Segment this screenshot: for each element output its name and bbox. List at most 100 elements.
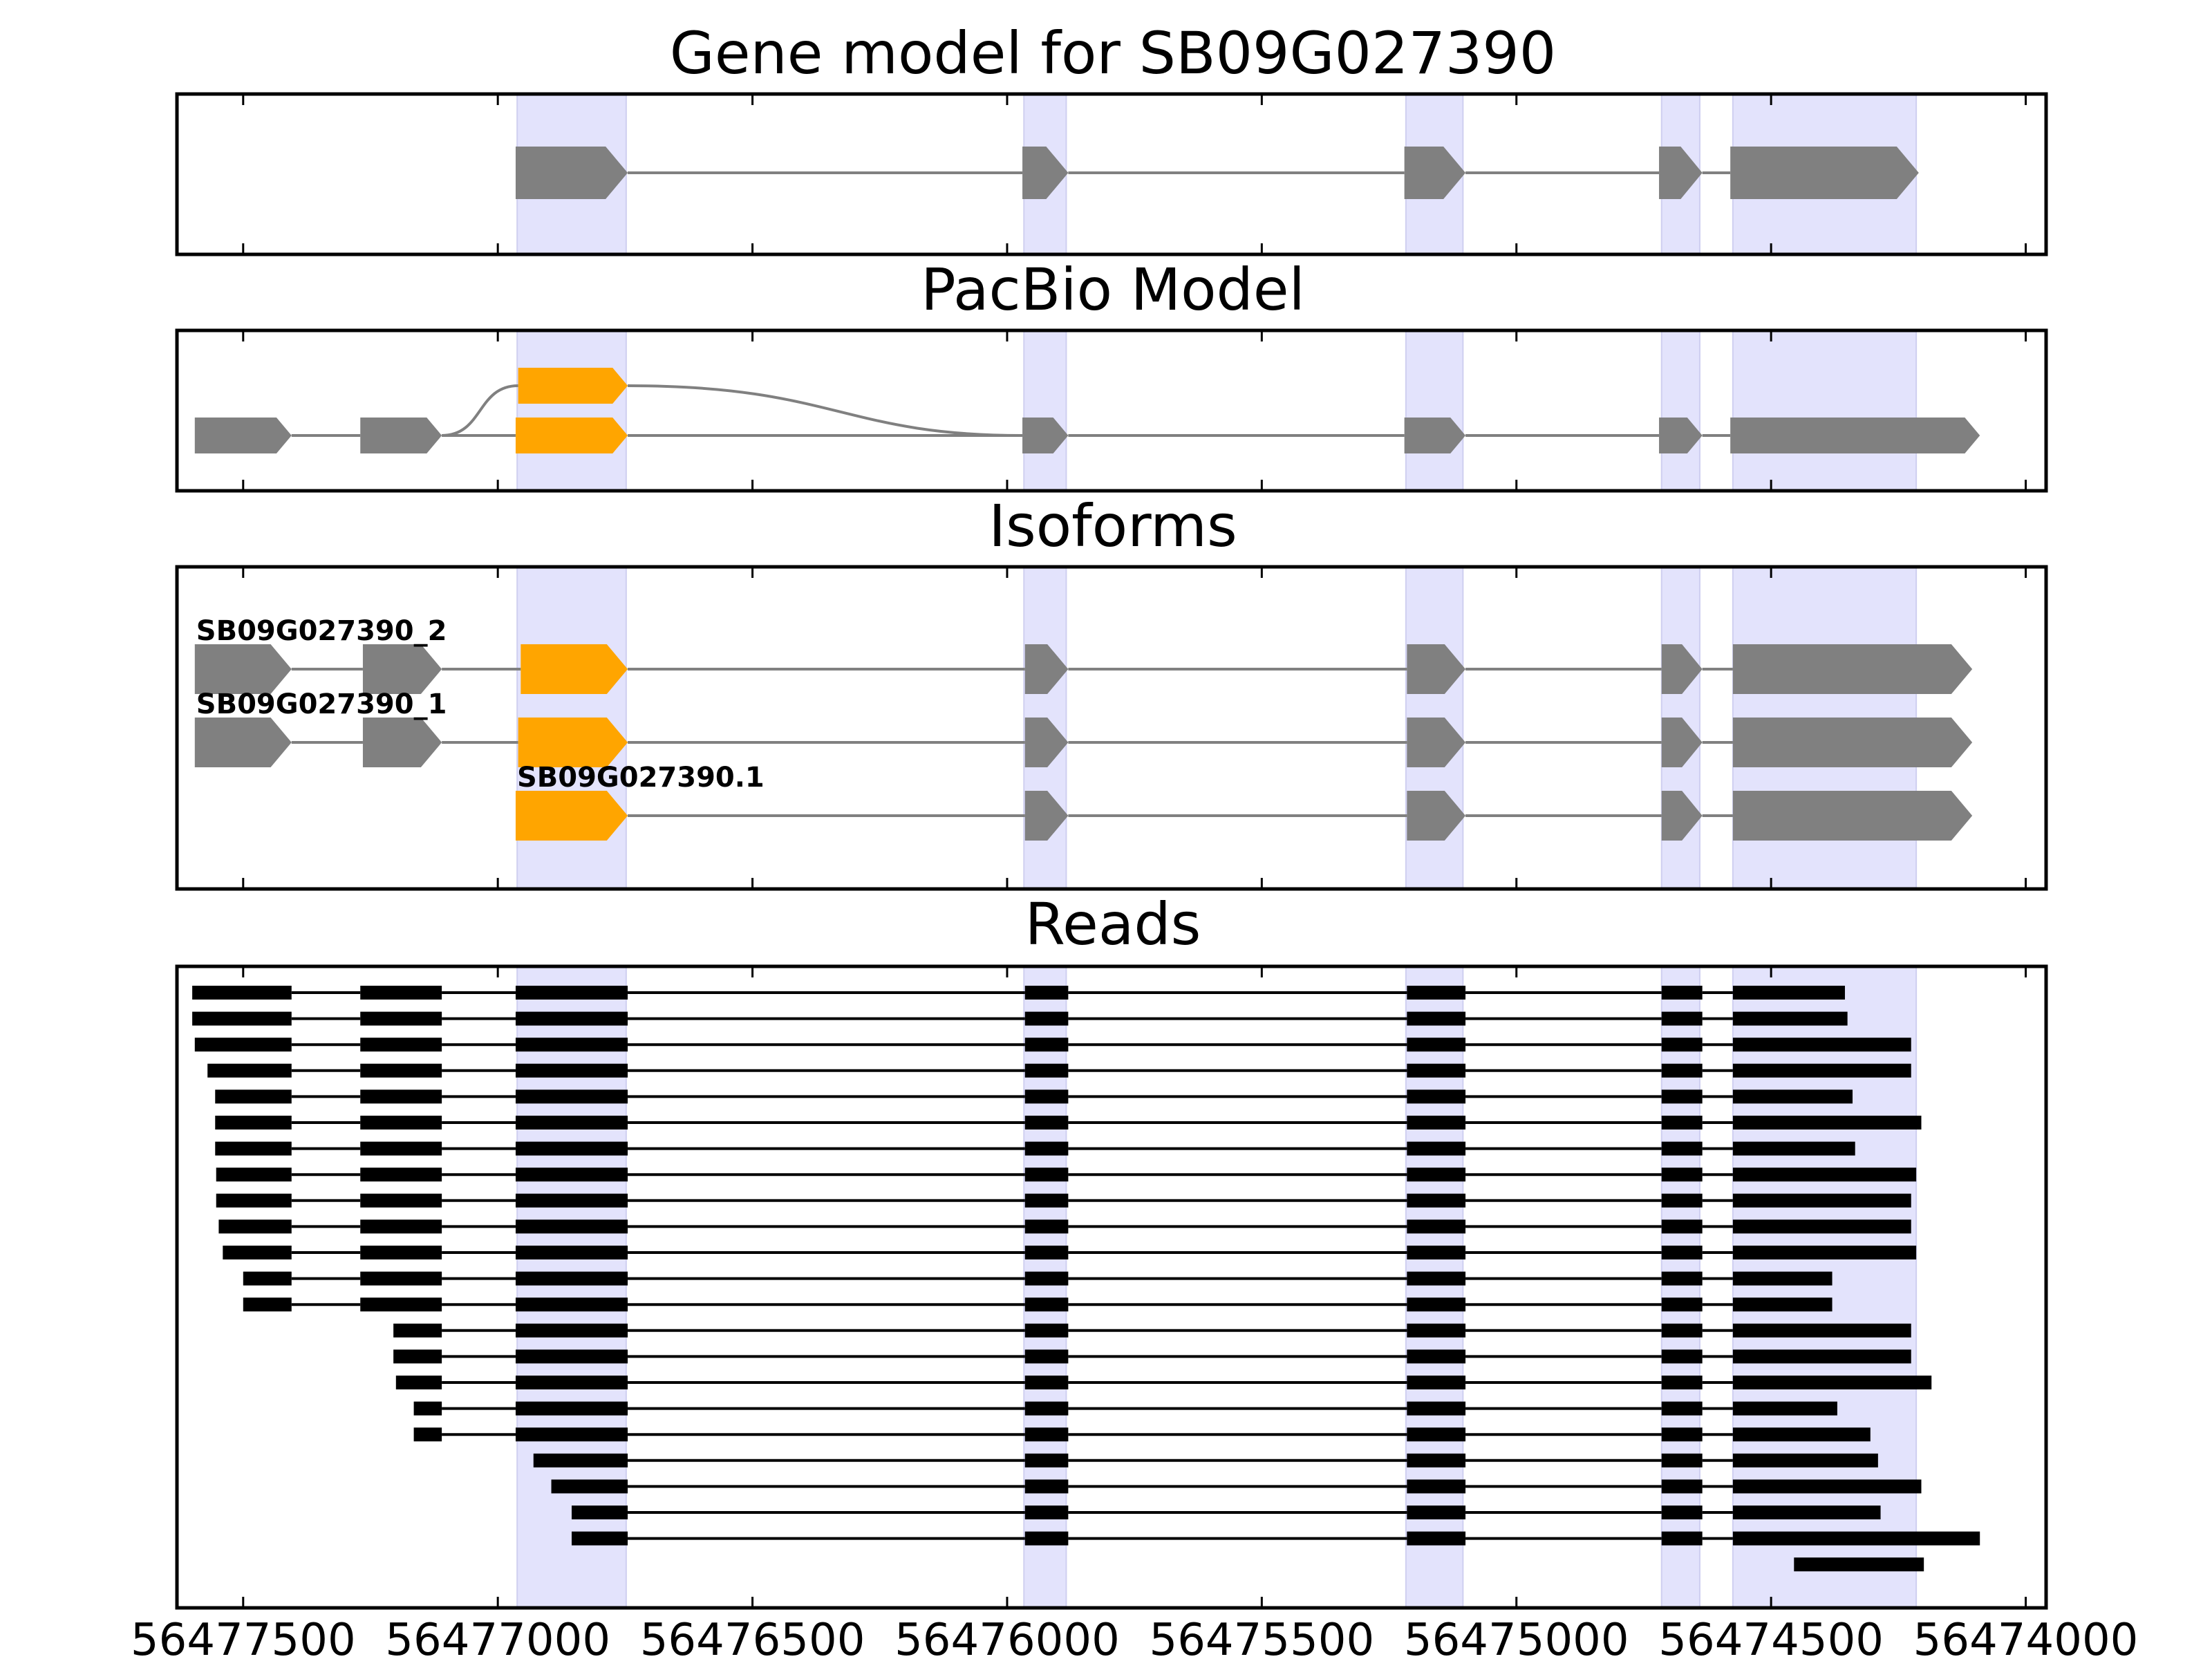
- splice-connector: [442, 384, 518, 437]
- exon-block: [1024, 1427, 1069, 1442]
- exon-block: [1732, 718, 1973, 767]
- exon-block: [1407, 1063, 1466, 1078]
- exon-block: [1407, 986, 1466, 1000]
- exon-block: [1661, 1376, 1703, 1389]
- exon-block: [551, 1479, 628, 1494]
- exon-block: [1659, 418, 1703, 453]
- read-row: [218, 1219, 1911, 1234]
- exon-block: [1407, 1219, 1466, 1234]
- exon-block: [1732, 1141, 1855, 1156]
- highlight-band: [516, 330, 627, 491]
- exon-block: [1661, 1063, 1703, 1078]
- isoform-row: SB09G027390_2: [194, 615, 1973, 694]
- exon-block: [1024, 791, 1069, 841]
- exon-block: [194, 1038, 292, 1052]
- exon-block: [1404, 147, 1466, 199]
- exon-block: [572, 1506, 628, 1519]
- exon-block: [1407, 718, 1466, 767]
- exon-block: [1407, 1427, 1466, 1442]
- panel-title: Gene model for SB09G027390: [670, 19, 1556, 87]
- exon-block: [1024, 1246, 1069, 1259]
- read-row: [395, 1376, 1932, 1389]
- read-row: [192, 1011, 1848, 1026]
- exon-block: [192, 986, 292, 1000]
- exon-block: [1661, 1168, 1703, 1182]
- exon-block: [1407, 1246, 1466, 1259]
- exon-block: [1407, 1453, 1466, 1468]
- exon-block: [215, 1116, 292, 1130]
- read-row: [215, 1116, 1922, 1130]
- exon-block: [1024, 986, 1069, 1000]
- x-tick-label: 56475500: [1149, 1615, 1374, 1659]
- x-axis-tick-labels: 56477500 56477000 56476500 56476000 56475500…: [131, 1615, 2138, 1659]
- exon-block: [1407, 644, 1466, 694]
- exon-block: [360, 1168, 442, 1182]
- exon-block: [1024, 644, 1069, 694]
- exon-block: [360, 1063, 442, 1078]
- exon-block: [1661, 1531, 1703, 1546]
- exon-block: [515, 1297, 628, 1312]
- x-tick-label: 56476000: [894, 1615, 1120, 1659]
- exon-block: [1659, 147, 1703, 199]
- exon-block: [223, 1246, 292, 1259]
- exon-block: [1732, 1193, 1911, 1208]
- exon-block: [1407, 1506, 1466, 1519]
- read-row: [572, 1531, 1980, 1546]
- exon-block: [360, 1246, 442, 1259]
- x-tick-label: 56475000: [1404, 1615, 1629, 1659]
- exon-block: [1024, 1219, 1069, 1234]
- exon-block: [1024, 1323, 1069, 1338]
- exon-block: [1732, 1038, 1911, 1052]
- exon-block: [216, 1168, 292, 1182]
- exon-block: [1661, 1401, 1703, 1416]
- isoform-row: SB09G027390.1: [515, 762, 1973, 841]
- exon-block: [1661, 1193, 1703, 1208]
- exon-block: [533, 1453, 628, 1468]
- exon-block: [1024, 1089, 1069, 1104]
- read-row: [243, 1297, 1833, 1312]
- exon-block: [1661, 791, 1703, 841]
- exon-block: [515, 1141, 628, 1156]
- exon-block: [515, 1376, 628, 1389]
- read-row: [223, 1246, 1917, 1259]
- exon-block: [1407, 1011, 1466, 1026]
- exon-block: [518, 718, 628, 767]
- exon-block: [1732, 1219, 1911, 1234]
- exon-block: [1661, 1323, 1703, 1338]
- exon-block: [1024, 1193, 1069, 1208]
- exon-block: [1024, 1349, 1069, 1364]
- plot-area: [175, 92, 2048, 256]
- exon-block: [1407, 1193, 1466, 1208]
- panel-title: PacBio Model: [921, 256, 1305, 324]
- exon-block: [515, 1349, 628, 1364]
- exon-block: [1022, 147, 1069, 199]
- exon-block: [194, 644, 292, 694]
- exon-block: [1661, 1506, 1703, 1519]
- exon-block: [1024, 1453, 1069, 1468]
- read-row: [243, 1271, 1833, 1286]
- exon-block: [360, 1297, 442, 1312]
- exon-block: [1732, 791, 1973, 841]
- exon-block: [413, 1401, 442, 1416]
- exon-block: [1024, 1038, 1069, 1052]
- exon-block: [1732, 1089, 1853, 1104]
- exon-block: [360, 1038, 442, 1052]
- exon-block: [515, 1271, 628, 1286]
- exon-block: [360, 1193, 442, 1208]
- exon-block: [1732, 1063, 1911, 1078]
- exon-block: [1732, 1116, 1922, 1130]
- exon-block: [215, 1141, 292, 1156]
- exon-block: [1661, 1453, 1703, 1468]
- exon-block: [1407, 1349, 1466, 1364]
- read-row: [393, 1349, 1911, 1364]
- exon-block: [515, 1011, 628, 1026]
- exon-block: [1732, 986, 1845, 1000]
- exon-block: [1732, 1297, 1833, 1312]
- exon-block: [395, 1376, 442, 1389]
- exon-block: [360, 418, 442, 453]
- exon-block: [1407, 1376, 1466, 1389]
- exon-block: [521, 644, 628, 694]
- read-row: [216, 1168, 1917, 1182]
- isoform-label: SB09G027390_1: [196, 688, 447, 720]
